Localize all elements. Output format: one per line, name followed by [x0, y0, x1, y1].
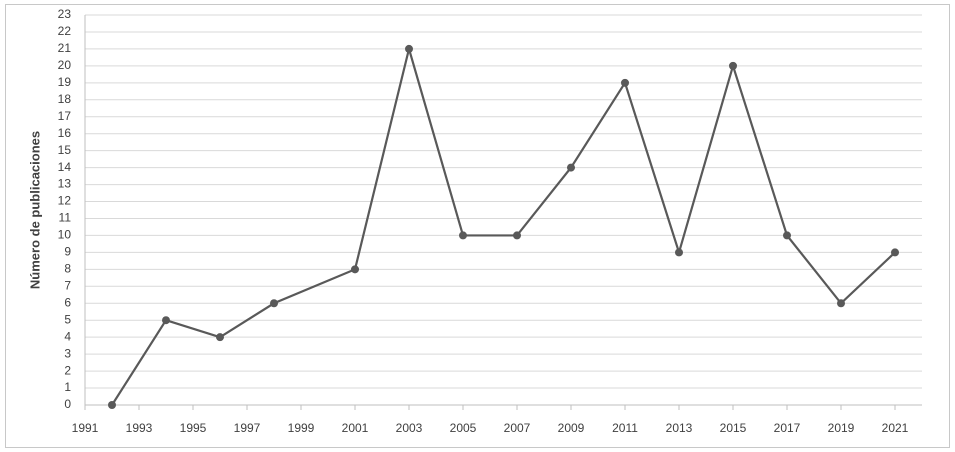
x-tick-label: 2021	[882, 421, 909, 435]
x-tick-label: 1995	[180, 421, 207, 435]
x-tick-label: 2005	[450, 421, 477, 435]
y-tick-label: 11	[59, 211, 72, 225]
y-tick-label: 10	[58, 228, 72, 242]
point	[675, 248, 683, 257]
x-tick-label: 2015	[720, 421, 747, 435]
point	[729, 61, 737, 70]
x-tick-label: 2017	[774, 421, 801, 435]
x-tick-label: 2001	[342, 421, 369, 435]
x-tick-label: 1999	[288, 421, 315, 435]
y-tick-label: 16	[58, 126, 72, 140]
y-axis-label: Número de publicaciones	[27, 131, 42, 289]
y-tick-label: 6	[64, 295, 71, 309]
y-tick-label: 0	[64, 397, 71, 411]
y-tick-label: 7	[64, 278, 71, 292]
y-tick-label: 14	[58, 160, 72, 174]
y-tick-label: 15	[58, 143, 72, 157]
point	[108, 401, 116, 409]
point	[459, 231, 467, 240]
y-tick-label: 18	[58, 92, 72, 106]
x-tick-label: 2007	[504, 421, 531, 435]
y-tick-label: 3	[64, 346, 71, 360]
y-tick-label: 4	[64, 329, 71, 343]
point	[837, 299, 845, 308]
point	[621, 78, 629, 87]
point	[351, 265, 359, 274]
y-tick-label: 9	[64, 245, 71, 259]
point	[216, 333, 224, 342]
x-tick-label: 1997	[234, 421, 261, 435]
point	[513, 231, 521, 240]
y-tick-label: 8	[64, 262, 71, 276]
x-tick-label: 2019	[828, 421, 855, 435]
chart-frame	[5, 4, 950, 448]
point	[270, 299, 278, 308]
y-tick-label: 20	[58, 58, 72, 72]
point	[783, 231, 791, 240]
x-tick-label: 1993	[126, 421, 153, 435]
y-tick-label: 21	[58, 41, 72, 55]
y-tick-label: 17	[58, 109, 72, 123]
y-tick-label: 5	[64, 312, 71, 326]
y-tick-label: 1	[64, 380, 71, 394]
y-tick-label: 2	[64, 363, 71, 377]
x-tick-label: 2009	[558, 421, 585, 435]
y-tick-label: 23	[58, 7, 72, 21]
x-tick-label: 2013	[666, 421, 693, 435]
point	[162, 316, 170, 325]
point	[405, 44, 413, 53]
x-tick-label: 1991	[72, 421, 99, 435]
y-tick-label: 12	[58, 194, 72, 208]
x-tick-label: 2011	[612, 421, 638, 435]
y-tick-label: 22	[58, 24, 72, 38]
point	[567, 163, 575, 172]
y-tick-label: 13	[58, 177, 72, 191]
point	[891, 248, 899, 257]
y-tick-label: 19	[58, 75, 72, 89]
x-tick-label: 2003	[396, 421, 423, 435]
